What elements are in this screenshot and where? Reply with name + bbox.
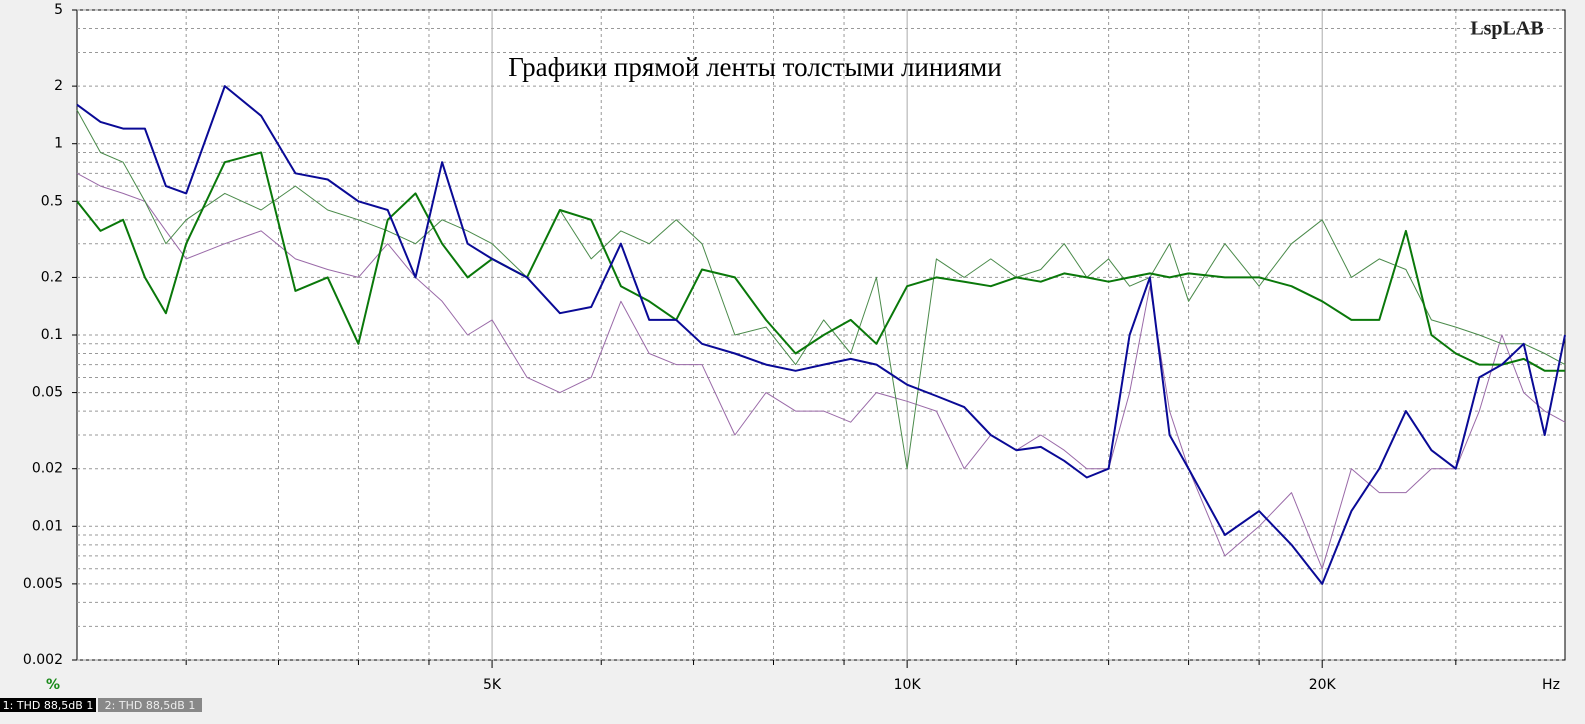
y-tick-label: 0.02: [32, 461, 63, 477]
y-tick-label: 5: [54, 2, 63, 18]
y-tick-label: 2: [54, 78, 63, 94]
series-line: [76, 85, 1566, 585]
y-tick-label: 1: [54, 136, 63, 152]
y-tick-label: 0.2: [41, 269, 63, 285]
x-tick-label: 5K: [483, 677, 502, 693]
y-unit: %: [46, 677, 60, 693]
x-tick-label: 10K: [894, 677, 922, 693]
x-unit: Hz: [1542, 677, 1560, 693]
y-tick-label: 0.005: [23, 576, 63, 592]
series-line: [76, 172, 1566, 570]
y-tick-label: 0.05: [32, 385, 63, 401]
y-tick-label: 0.5: [41, 193, 63, 209]
legend-label[interactable]: 2: THD 88,5dB 1: [105, 699, 196, 712]
chart-title: Графики прямой ленты толстыми линиями: [508, 52, 1001, 82]
watermark: LspLAB: [1470, 18, 1543, 40]
series-line: [76, 109, 1566, 470]
y-tick-label: 0.1: [41, 327, 63, 343]
series-line: [76, 151, 1565, 372]
legend-label[interactable]: 1: THD 88,5dB 1: [3, 699, 94, 712]
grid: [72, 9, 1565, 668]
lines: [76, 85, 1566, 585]
legend-box: [98, 698, 202, 712]
legend-box: [0, 698, 96, 712]
y-tick-label: 0.002: [23, 652, 63, 668]
y-tick-label: 0.01: [32, 518, 63, 534]
x-tick-label: 20K: [1309, 677, 1337, 693]
